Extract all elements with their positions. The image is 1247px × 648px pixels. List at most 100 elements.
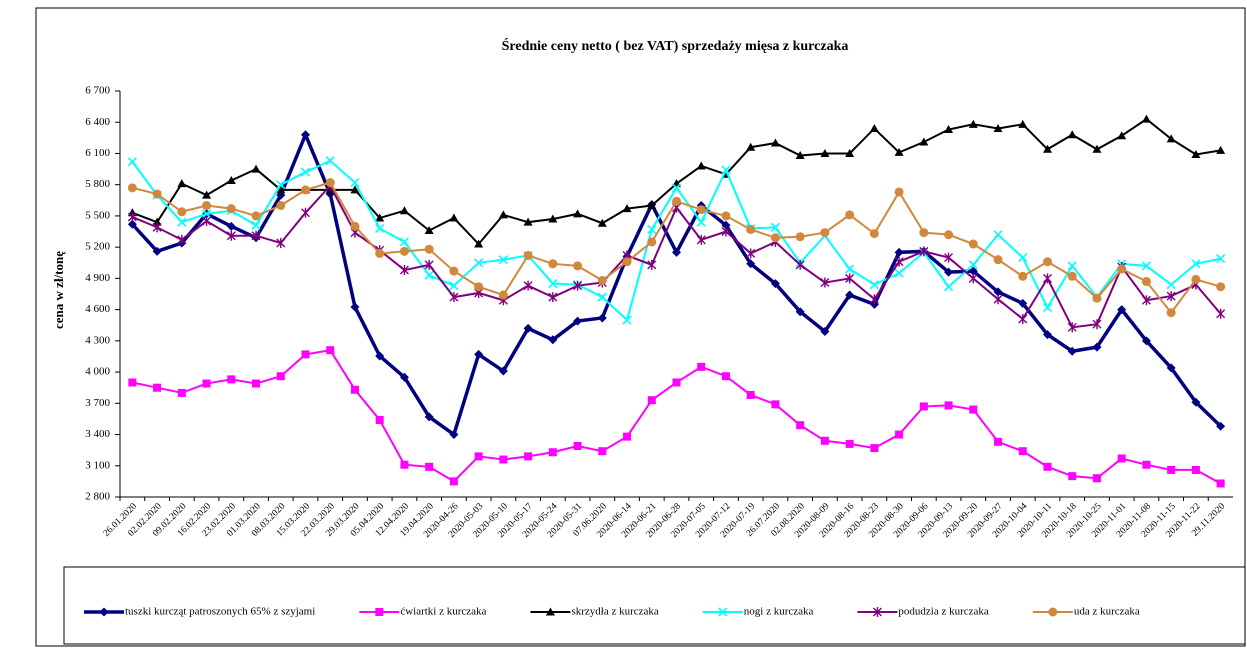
marker (919, 228, 929, 238)
marker (770, 279, 780, 289)
marker (993, 255, 1003, 265)
marker (251, 211, 261, 221)
marker (548, 214, 558, 223)
marker (671, 183, 682, 193)
marker (597, 292, 607, 302)
marker (573, 441, 582, 450)
marker (399, 265, 409, 276)
marker (301, 130, 310, 140)
marker (474, 239, 484, 248)
marker (770, 233, 780, 243)
marker (177, 217, 187, 227)
marker (399, 372, 409, 382)
marker (1043, 144, 1052, 153)
marker (399, 237, 409, 247)
marker (400, 460, 409, 469)
marker (177, 388, 186, 397)
marker (1117, 264, 1127, 274)
marker (845, 210, 855, 220)
marker (1191, 274, 1201, 284)
marker (177, 179, 187, 188)
marker (1191, 465, 1200, 474)
marker (350, 385, 359, 394)
marker (1018, 313, 1028, 324)
marker (1043, 257, 1052, 267)
marker (573, 209, 583, 218)
marker (498, 210, 508, 219)
marker (474, 258, 484, 268)
marker (449, 266, 459, 276)
marker (545, 607, 555, 616)
marker (573, 280, 583, 291)
marker (1216, 421, 1226, 431)
marker (300, 167, 311, 177)
marker (1141, 277, 1151, 287)
marker (127, 219, 137, 229)
series-line (132, 349, 1222, 485)
marker (647, 224, 657, 235)
marker (1067, 346, 1077, 356)
marker (696, 217, 706, 227)
marker (375, 608, 384, 616)
marker (1068, 472, 1077, 481)
marker (1042, 302, 1053, 313)
marker (276, 372, 285, 381)
marker (721, 211, 731, 221)
marker (696, 161, 706, 170)
marker (672, 378, 681, 387)
marker (1216, 254, 1226, 264)
marker (424, 270, 434, 280)
legend-item: tuszki kurcząt patroszonych 65% z szyjam… (84, 606, 315, 618)
marker (573, 316, 583, 326)
marker (1092, 293, 1102, 303)
marker (894, 187, 904, 197)
marker (623, 432, 632, 441)
marker (845, 264, 855, 274)
y-tick-label: 4 600 (85, 303, 110, 315)
marker (449, 430, 459, 440)
legend-label: nogi z kurczaka (744, 606, 814, 618)
marker (474, 349, 484, 359)
marker (152, 217, 162, 226)
marker (548, 259, 558, 269)
y-tick-label: 5 500 (85, 209, 110, 221)
marker (425, 462, 434, 471)
marker (202, 190, 212, 199)
marker (1048, 607, 1058, 617)
marker (597, 313, 607, 323)
marker (771, 400, 780, 409)
legend-box (63, 566, 1246, 645)
marker (301, 350, 310, 359)
marker (1166, 291, 1176, 302)
marker (1216, 479, 1225, 488)
marker (498, 290, 508, 300)
marker (894, 256, 904, 267)
marker (820, 277, 830, 288)
marker (1216, 145, 1226, 154)
marker (1141, 261, 1151, 271)
marker (548, 335, 558, 345)
marker (202, 379, 211, 388)
marker (252, 379, 261, 388)
marker (424, 244, 434, 254)
marker (746, 142, 756, 151)
marker (399, 206, 409, 215)
marker (548, 448, 557, 457)
marker (622, 315, 632, 325)
marker (770, 138, 780, 147)
marker (1018, 298, 1028, 308)
legend-label: skrzydła z kurczaka (571, 606, 658, 618)
marker (845, 290, 855, 300)
marker (424, 259, 434, 270)
marker (721, 165, 731, 175)
marker (795, 232, 805, 242)
marker (375, 248, 385, 258)
marker (350, 178, 360, 188)
marker (993, 287, 1003, 297)
marker (1166, 363, 1176, 373)
y-tick-label: 5 800 (85, 178, 110, 190)
marker (597, 218, 607, 227)
marker (498, 366, 508, 376)
